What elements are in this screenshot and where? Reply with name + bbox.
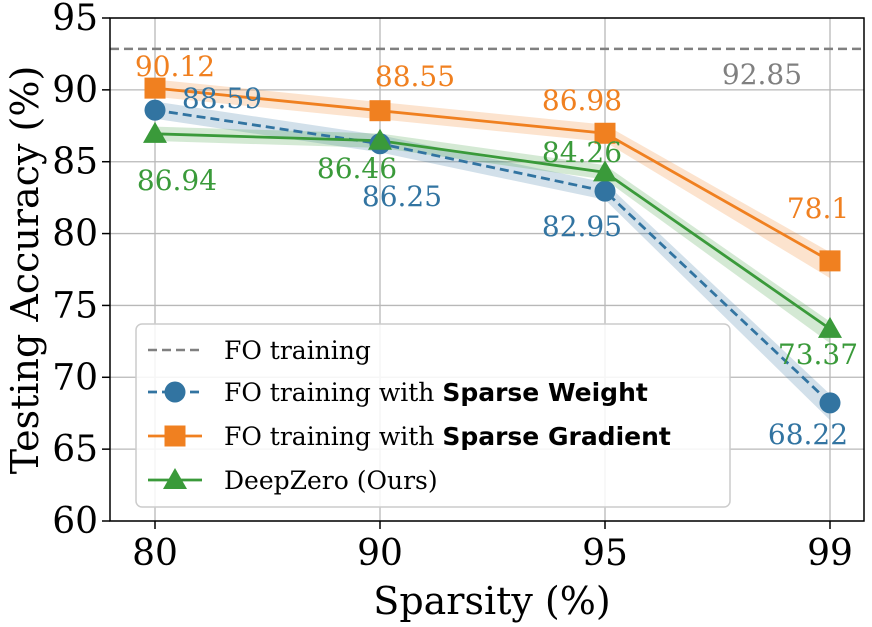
data-label-s1-p3: 78.1	[787, 192, 849, 225]
series-line-2	[154, 132, 831, 331]
legend: FO training FO training with Sparse Weigh…	[135, 323, 731, 508]
x-tick-label: 90	[357, 533, 403, 574]
data-label-s0-p1: 86.25	[362, 180, 442, 213]
legend-label-text: FO training with	[224, 422, 442, 451]
data-label-s0-p2: 82.95	[542, 210, 622, 243]
data-label-s0-p3: 68.22	[768, 418, 848, 451]
y-tick-label: 80	[52, 214, 98, 255]
data-labels: 88.59 86.25 82.95 68.22 90.12 88.55 86.98 78.1 8…	[135, 50, 858, 451]
data-point-s2-p0	[143, 121, 167, 143]
data-point-s0-p3	[819, 392, 841, 414]
legend-label-text: DeepZero (Ours)	[224, 466, 438, 495]
legend-swatch-marker-1	[164, 425, 186, 447]
y-tick-label: 60	[52, 501, 98, 542]
y-tick-label: 70	[52, 357, 98, 398]
reference-line: 92.85	[110, 47, 864, 91]
plot-frame	[109, 17, 865, 522]
series-line-0	[154, 108, 831, 404]
series-band-0	[155, 101, 830, 421]
y-axis-title: Testing Accuracy (%)	[3, 66, 47, 475]
x-axis-title: Sparsity (%)	[373, 579, 610, 623]
x-tick-label: 99	[807, 533, 853, 574]
y-tick-label: 65	[52, 429, 98, 470]
data-point-s1-p1	[369, 100, 391, 122]
legend-label-bold: Sparse Gradient	[442, 422, 671, 451]
data-label-s2-p2: 84.26	[542, 136, 622, 169]
legend-label-text: FO training with	[224, 378, 442, 407]
series-lines	[154, 86, 831, 404]
data-point-s0-p0	[144, 99, 166, 121]
data-label-s1-p0: 90.12	[135, 50, 215, 83]
legend-label-2: DeepZero (Ours)	[224, 466, 438, 495]
y-tick-label: 95	[52, 0, 98, 39]
data-label-s1-p1: 88.55	[375, 60, 455, 93]
series-markers	[143, 77, 842, 414]
series-band-1	[155, 79, 830, 279]
data-label-s2-p1: 86.46	[317, 152, 397, 185]
data-label-s2-p3: 73.37	[778, 338, 858, 371]
data-point-s1-p0	[144, 77, 166, 99]
data-point-s0-p2	[594, 180, 616, 202]
data-point-s1-p2	[594, 122, 616, 144]
legend-label-bold: Sparse Weight	[442, 378, 648, 407]
data-label-s1-p2: 86.98	[542, 84, 622, 117]
legend-swatch-marker-0	[164, 381, 186, 403]
x-tick-label: 80	[132, 533, 178, 574]
data-label-s0-p0: 88.59	[182, 82, 262, 115]
axis-ticks: 80 90 95 99 60 65 70 75 80 85 90 95	[52, 0, 853, 574]
series-line-1	[154, 86, 831, 263]
legend-label-1: FO training with Sparse Gradient	[224, 422, 671, 451]
legend-swatch-marker-2	[163, 468, 187, 489]
data-point-s2-p3	[818, 316, 842, 338]
legend-label-0: FO training with Sparse Weight	[224, 378, 648, 407]
data-label-s2-p0: 86.94	[137, 164, 217, 197]
data-point-s2-p2	[593, 160, 617, 182]
reference-label: 92.85	[722, 58, 802, 91]
y-tick-label: 90	[52, 70, 98, 111]
y-tick-label: 85	[52, 142, 98, 183]
y-tick-label: 75	[52, 285, 98, 326]
data-point-s1-p3	[819, 250, 841, 272]
legend-box	[135, 323, 731, 508]
x-tick-label: 95	[582, 533, 628, 574]
legend-label-ref: FO training	[224, 336, 371, 365]
data-point-s2-p1	[368, 128, 392, 150]
